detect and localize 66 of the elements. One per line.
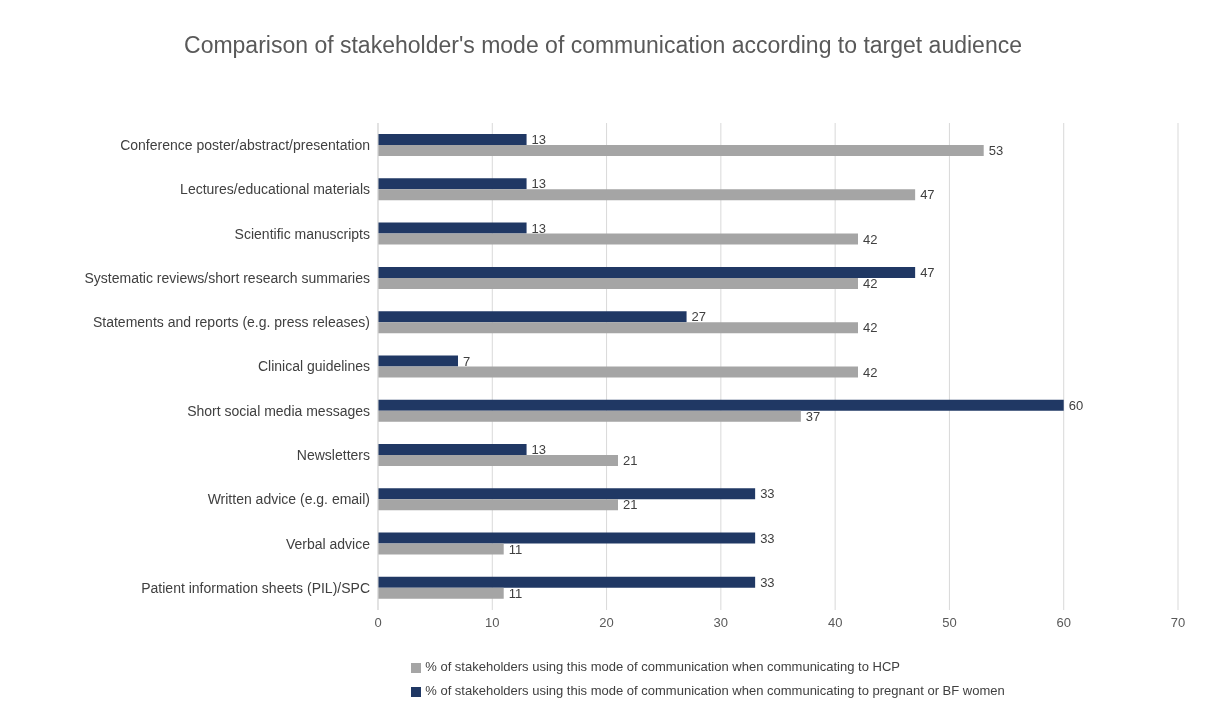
data-label: 13 (531, 220, 547, 236)
y-tick-label: Verbal advice (285, 535, 371, 552)
x-tick-label: 20 (599, 615, 614, 631)
chart-title: Comparison of stakeholder's mode of communication according to target audience (183, 31, 1023, 60)
bar (378, 443, 527, 455)
data-label: 42 (863, 276, 878, 291)
y-tick-label: Scientific manuscripts (234, 225, 370, 242)
bar (378, 189, 916, 201)
data-label: 11 (508, 541, 523, 557)
data-label: 13 (531, 176, 547, 192)
x-tick-label: 40 (827, 615, 843, 631)
bar (378, 355, 458, 367)
bar (378, 366, 858, 378)
data-label: 27 (691, 309, 707, 325)
bar (378, 178, 527, 190)
data-label: 60 (1068, 397, 1084, 413)
y-tick-label: Written advice (e.g. email) (207, 491, 370, 508)
y-tick-label: Newsletters (296, 447, 370, 464)
bar (378, 532, 756, 544)
y-tick-label: Clinical guidelines (257, 358, 370, 375)
data-label: 21 (623, 453, 638, 469)
data-label: 33 (760, 486, 775, 502)
bar (378, 543, 504, 555)
bar (378, 277, 858, 289)
bar (378, 399, 1064, 411)
data-label: 21 (623, 497, 638, 513)
x-tick-label: 70 (1170, 615, 1186, 631)
bar (378, 145, 984, 157)
data-label: 42 (863, 364, 878, 380)
data-label: 11 (508, 585, 523, 601)
data-label: 53 (988, 143, 1004, 159)
bar (378, 266, 916, 278)
y-tick-label: Statements and reports (e.g. press releases) (92, 314, 370, 331)
data-label: 37 (805, 408, 821, 424)
bar (378, 222, 527, 234)
bar (378, 134, 527, 146)
data-label: 33 (760, 530, 775, 546)
data-label: 13 (531, 132, 547, 148)
data-label: 33 (760, 574, 775, 590)
y-tick-label: Systematic reviews/short research summaries (84, 269, 370, 286)
x-tick-label: 10 (485, 615, 500, 631)
legend-label: % of stakeholders using this mode of communication when communicating to pregnant or BF women (425, 683, 1005, 698)
y-tick-label: Lectures/educational materials (180, 181, 370, 198)
bar (378, 587, 504, 599)
x-tick-label: 60 (1056, 615, 1071, 631)
bar (378, 576, 756, 588)
data-label: 47 (920, 265, 935, 280)
data-label: 7 (463, 353, 471, 369)
x-tick-label: 50 (942, 615, 957, 631)
y-tick-label: Short social media messages (187, 402, 370, 419)
data-label: 42 (863, 320, 878, 336)
x-tick-label: 0 (374, 615, 382, 631)
legend-label: % of stakeholders using this mode of communication when communicating to HCP (425, 659, 900, 674)
bar (378, 488, 756, 500)
bar (378, 499, 618, 511)
data-label: 47 (920, 187, 935, 203)
y-tick-label: Patient information sheets (PIL)/SPC (141, 579, 370, 596)
bar (378, 311, 687, 323)
data-label: 13 (531, 442, 547, 458)
bar (378, 454, 618, 466)
bar (378, 410, 801, 422)
data-label: 42 (863, 231, 878, 247)
y-tick-label: Conference poster/abstract/presentation (120, 137, 370, 154)
x-tick-label: 30 (713, 615, 729, 631)
bar (378, 322, 858, 334)
bar (378, 233, 858, 245)
